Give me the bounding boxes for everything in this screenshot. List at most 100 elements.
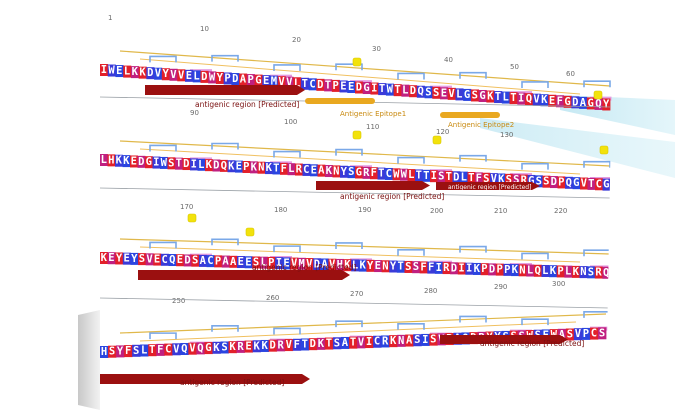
- residue-letter: S: [253, 256, 259, 268]
- ruler-tick-label: 120: [436, 128, 449, 136]
- residue-letter: P: [558, 176, 564, 188]
- residue-letter: L: [193, 70, 199, 82]
- panel-shadow: [78, 310, 100, 410]
- residue-cell: [115, 154, 123, 167]
- bracket-mark: [335, 148, 363, 156]
- residue-letter: Q: [418, 86, 424, 98]
- antigenic-region-label: antigenic region [Predicted]: [448, 184, 531, 191]
- residue-cell: [265, 162, 273, 175]
- residue-cell: [358, 259, 367, 272]
- residue-letter: E: [245, 256, 251, 268]
- residue-letter: A: [580, 97, 587, 109]
- ruler-tick-label: 220: [554, 207, 567, 215]
- ruler-tick-label: 90: [190, 109, 199, 117]
- residue-cell: [183, 254, 192, 267]
- residue-letter: Y: [163, 68, 170, 80]
- marker-dot: [599, 145, 609, 155]
- residue-letter: E: [131, 155, 137, 167]
- residue-cell: [526, 264, 535, 277]
- residue-letter: Q: [197, 342, 203, 354]
- residue-letter: W: [393, 168, 400, 180]
- residue-cell: [595, 178, 603, 191]
- residue-cell: [268, 339, 278, 352]
- residue-cell: [573, 328, 583, 341]
- residue-letter: D: [317, 79, 323, 91]
- residue-cell: [401, 84, 410, 97]
- residue-cell: [377, 167, 386, 180]
- residue-letter: R: [296, 164, 303, 176]
- residue-cell: [212, 159, 221, 172]
- residue-letter: V: [146, 253, 153, 265]
- residue-cell: [362, 82, 371, 95]
- ruler-tick-label: 30: [372, 45, 381, 53]
- residue-cell: [563, 95, 572, 108]
- residue-cell: [107, 64, 116, 77]
- residue-letter: T: [378, 168, 384, 180]
- residue-cell: [339, 80, 348, 93]
- residue-cell: [581, 327, 591, 340]
- residue-letter: G: [528, 175, 534, 187]
- residue-cell: [282, 257, 291, 270]
- residue-cell: [148, 344, 157, 357]
- bracket-mark: [521, 318, 549, 326]
- bracket-mark: [211, 142, 239, 150]
- residue-cell: [276, 339, 286, 352]
- residue-cell: [571, 265, 580, 278]
- residue-cell: [192, 70, 201, 83]
- residue-letter: E: [263, 75, 269, 87]
- residue-letter: V: [329, 259, 336, 271]
- residue-cell: [348, 336, 358, 349]
- residue-cell: [472, 262, 481, 275]
- residue-letter: V: [291, 258, 298, 270]
- residue-cell: [239, 73, 248, 86]
- residue-cell: [424, 86, 433, 99]
- residue-letter: Q: [526, 93, 532, 105]
- residue-cell: [227, 160, 236, 173]
- bracket-mark: [211, 238, 239, 246]
- residue-cell: [332, 337, 342, 350]
- residue-letter: Y: [131, 253, 138, 265]
- residue-cell: [138, 253, 147, 266]
- residue-letter: W: [209, 71, 216, 83]
- residue-cell: [229, 255, 238, 268]
- ruler-tick-label: 110: [366, 123, 379, 131]
- residue-cell: [594, 266, 603, 279]
- residue-cell: [467, 172, 476, 185]
- residue-letter: Y: [341, 166, 348, 178]
- residue-cell: [525, 93, 534, 106]
- residue-cell: [246, 74, 255, 87]
- residue-cell: [478, 89, 487, 102]
- residue-letter: C: [165, 344, 171, 356]
- residue-letter: I: [191, 158, 197, 170]
- residue-letter: Y: [390, 261, 397, 273]
- residue-cell: [490, 173, 498, 186]
- residue-cell: [153, 253, 162, 266]
- residue-cell: [132, 344, 141, 357]
- residue-letter: L: [565, 266, 571, 278]
- residue-letter: S: [506, 174, 512, 186]
- ruler-tick-label: 190: [358, 206, 371, 214]
- residue-cell: [533, 264, 542, 277]
- residue-cell: [145, 253, 154, 266]
- residue-cell: [475, 172, 483, 185]
- residue-letter: R: [521, 175, 528, 187]
- bracket-mark: [397, 248, 425, 256]
- residue-letter: I: [436, 262, 442, 274]
- residue-letter: L: [542, 265, 548, 277]
- residue-letter: T: [325, 79, 331, 91]
- residue-cell: [512, 174, 521, 187]
- residue-cell: [389, 335, 398, 348]
- residue-letter: E: [108, 252, 114, 264]
- bracket-mark: [273, 327, 301, 335]
- residue-letter: S: [139, 253, 145, 265]
- residue-cell: [293, 77, 302, 90]
- residue-letter: P: [504, 264, 510, 276]
- residue-letter: E: [116, 65, 122, 77]
- residue-cell: [542, 175, 551, 188]
- ruler-tick-label: 210: [494, 207, 507, 215]
- residue-cell: [421, 333, 430, 346]
- residue-letter: K: [101, 252, 108, 264]
- residue-cell: [370, 82, 379, 95]
